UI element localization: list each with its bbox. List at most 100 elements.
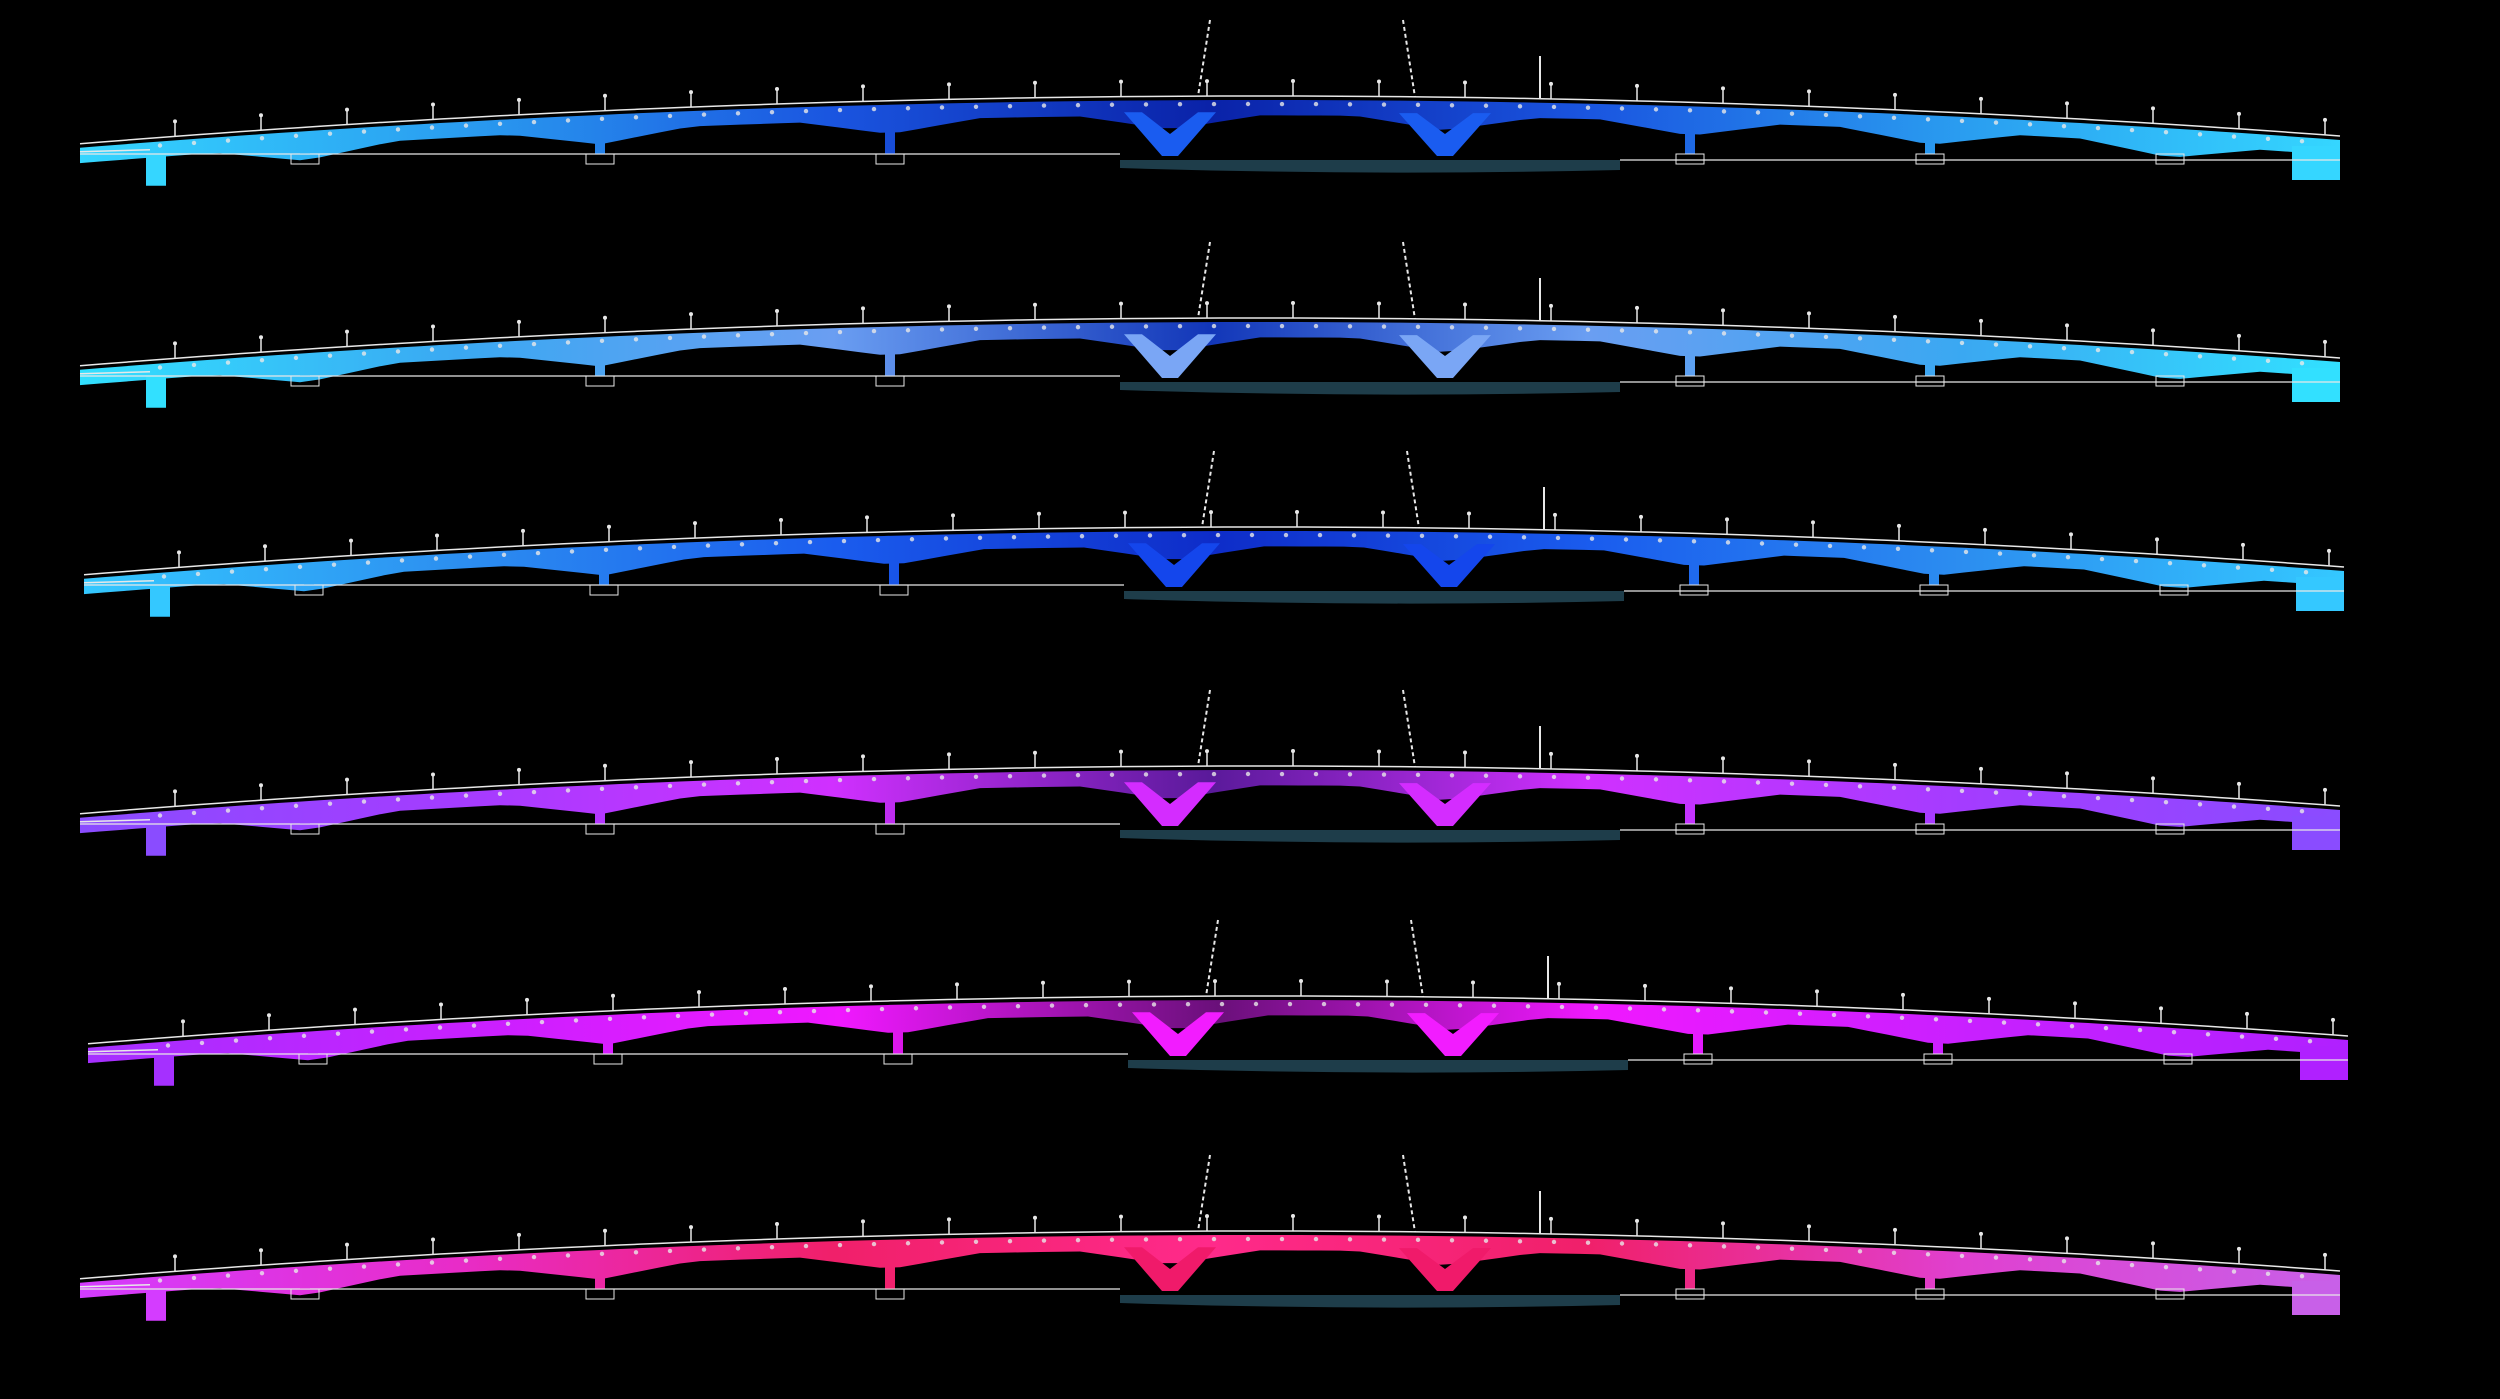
deck-light [1389, 1002, 1395, 1007]
lamp-head [1381, 510, 1385, 515]
deck-light [2231, 1269, 2237, 1274]
deck-light [773, 540, 779, 546]
abutment-right [2292, 146, 2340, 180]
deck-light [2265, 1271, 2271, 1277]
deck-light [1993, 790, 1999, 795]
deck-light [947, 1005, 953, 1010]
lamp-head [1549, 1216, 1553, 1221]
deck-light [1891, 337, 1897, 342]
deck-light [1891, 1250, 1897, 1255]
deck-light [229, 569, 235, 574]
lamp-head [1463, 80, 1467, 85]
lamp-head [869, 984, 873, 989]
pier-footing [589, 584, 619, 596]
deck-light [705, 543, 711, 548]
deck-light [2129, 349, 2135, 355]
deck-light [837, 107, 843, 113]
pier-footing [2155, 153, 2185, 165]
deck-light [1143, 772, 1149, 777]
lamp-head [1377, 79, 1381, 84]
deck-light [2129, 797, 2135, 803]
deck-light [1959, 340, 1965, 346]
lamp-head [525, 997, 529, 1002]
lamp-head [1635, 83, 1639, 88]
lamp-head [1471, 980, 1475, 985]
deck-light [1381, 102, 1387, 107]
deck-light [463, 345, 469, 350]
deck-light [1143, 102, 1149, 107]
deck-light [1317, 532, 1323, 538]
pier-footing [1675, 153, 1705, 165]
lamp-head [173, 341, 177, 346]
deck-light [1623, 537, 1629, 542]
deck-light [1687, 330, 1693, 335]
lamp-head [431, 324, 435, 329]
deck-light [2129, 1262, 2135, 1268]
deck-light [1797, 1011, 1803, 1016]
lamp-head [431, 772, 435, 777]
deck-light [1551, 774, 1557, 780]
deck-light [701, 782, 707, 787]
mast [1402, 19, 1416, 98]
lamp-head [775, 87, 779, 92]
deck-light [735, 111, 741, 116]
lamp-head [1901, 992, 1905, 997]
deck-light [1653, 329, 1659, 334]
lamp-head [1119, 749, 1123, 754]
mast [1197, 241, 1211, 319]
bridge-pier [1933, 1035, 1943, 1054]
deck-light [369, 1029, 375, 1034]
bridge-pier [1693, 1026, 1703, 1054]
v-pier [1399, 783, 1491, 826]
deck-light [1109, 102, 1115, 107]
deck-light [777, 1009, 783, 1015]
deck-light [1627, 1006, 1633, 1011]
bridge-pier [893, 1024, 903, 1054]
deck-light [1045, 534, 1051, 539]
abutment-right [2296, 577, 2344, 611]
deck-light [1959, 788, 1965, 794]
deck-light [2129, 127, 2135, 133]
lamp-head [2241, 542, 2245, 547]
deck-light [1993, 120, 1999, 125]
approach-line [83, 580, 155, 584]
deck-light [1007, 325, 1013, 331]
deck-light [1457, 1003, 1463, 1008]
deck-light [1691, 539, 1697, 544]
deck-light [743, 1011, 749, 1016]
bridge-deck [80, 100, 2340, 164]
deck-light [1857, 336, 1863, 341]
lamp-head [1033, 1215, 1037, 1220]
pier-footing [875, 823, 905, 835]
abutment-left [146, 153, 166, 186]
deck-light [1245, 771, 1251, 777]
deck-light [1695, 1008, 1701, 1013]
deck-light [1559, 1004, 1565, 1010]
lamp-head [1893, 92, 1897, 97]
deck-light [1211, 323, 1217, 329]
lamp-head [1979, 96, 1983, 101]
deck-light [2163, 1264, 2169, 1270]
lamp-head [2151, 1241, 2155, 1246]
deck-light [539, 1019, 545, 1025]
lamp-head [2065, 771, 2069, 776]
deck-light [1109, 772, 1115, 777]
lamp-head [697, 990, 701, 995]
deck-light [2197, 802, 2203, 807]
lamp-head [2073, 1001, 2077, 1006]
lamp-head [2159, 1006, 2163, 1011]
pier-footing [585, 1288, 615, 1300]
deck-light [633, 337, 639, 342]
deck-light [157, 143, 163, 148]
lamp-head [1639, 514, 1643, 519]
bridge-pier [1929, 566, 1939, 585]
deck-light [327, 1266, 333, 1271]
lamp-head [1119, 301, 1123, 306]
abutment-right [2292, 368, 2340, 402]
lamp-head [1725, 517, 1729, 522]
pier-footing [290, 153, 320, 165]
deck-light [1007, 1238, 1013, 1244]
deck-light [1823, 112, 1829, 118]
deck-light [633, 785, 639, 790]
deck-light [1041, 773, 1047, 778]
